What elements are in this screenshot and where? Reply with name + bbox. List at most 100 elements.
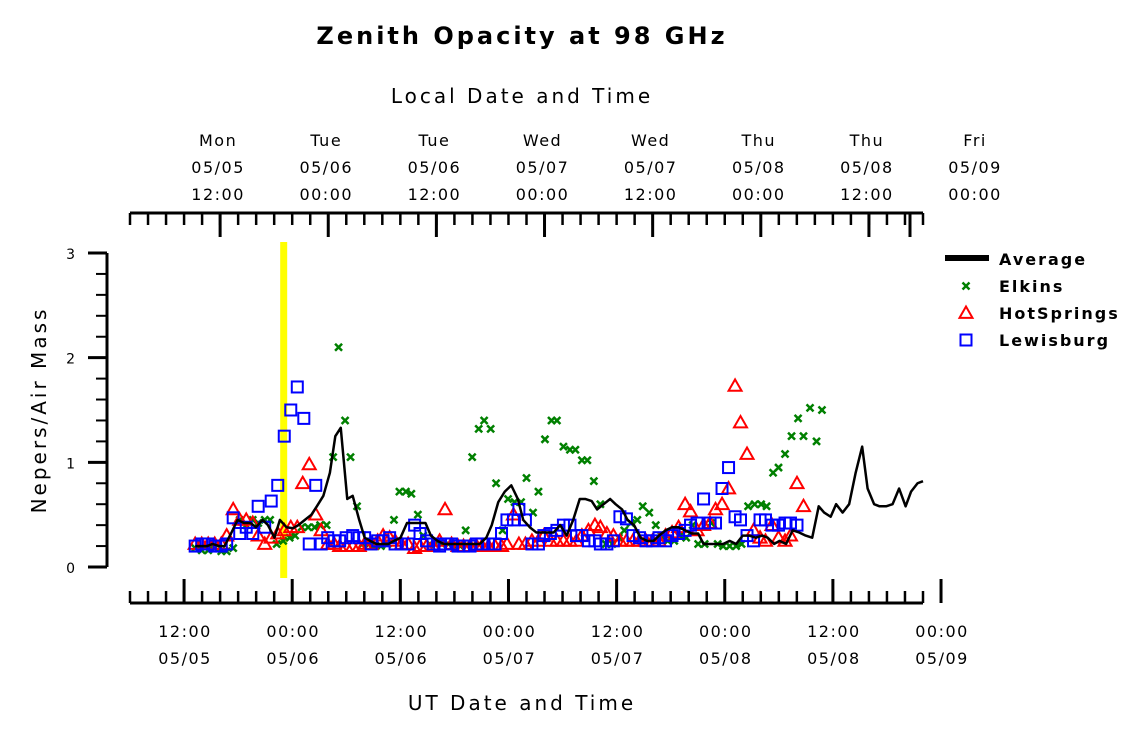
- bottom-tick-label: 00:00: [266, 622, 320, 641]
- point-elkins: [750, 499, 760, 509]
- point-lewisburg: [652, 531, 666, 545]
- elkins-x-stroke: [491, 478, 501, 488]
- bottom-tick-label: 12:00: [807, 622, 861, 641]
- y-tick-label: 0: [66, 561, 75, 577]
- elkins-x-stroke: [961, 281, 971, 291]
- top-tick-label: 00:00: [516, 185, 570, 204]
- elkins-x-stroke: [486, 424, 496, 434]
- point-elkins: [474, 424, 484, 434]
- point-elkins: [693, 539, 703, 549]
- bottom-tick-label: 05/06: [266, 649, 320, 668]
- point-elkins: [582, 455, 592, 465]
- elkins-x-stroke: [799, 431, 808, 441]
- top-tick-label: 12:00: [191, 185, 245, 204]
- point-elkins: [799, 431, 808, 441]
- elkins-x-stroke: [589, 476, 599, 486]
- elkins-x-stroke: [334, 342, 343, 352]
- point-hotsprings: [294, 474, 311, 490]
- point-lewisburg: [765, 518, 779, 532]
- point-hotsprings: [732, 414, 749, 429]
- point-lewisburg: [456, 539, 470, 553]
- point-elkins: [534, 487, 543, 497]
- series-average-line: [195, 426, 924, 548]
- point-elkins: [503, 494, 513, 504]
- elkins-x-stroke: [644, 508, 654, 517]
- point-elkins: [491, 478, 501, 488]
- elkins-x-stroke: [725, 541, 735, 551]
- point-elkins: [303, 522, 313, 532]
- point-elkins: [540, 434, 550, 444]
- elkins-x-stroke: [413, 510, 423, 520]
- x-axis-title: UT Date and Time: [408, 691, 636, 715]
- point-elkins: [774, 463, 783, 472]
- elkins-x-stroke: [780, 449, 790, 459]
- point-hotsprings: [301, 455, 318, 471]
- legend-swatch-average: [945, 255, 989, 261]
- y-axis-title: Nepers/Air Mass: [27, 307, 51, 514]
- point-lewisburg: [309, 478, 323, 492]
- elkins-x-stroke: [750, 499, 760, 509]
- elkins-x-stroke: [743, 501, 753, 511]
- top-tick-label: Fri: [963, 131, 987, 150]
- point-lewisburg: [690, 516, 704, 530]
- point-hotsprings: [695, 516, 712, 532]
- point-hotsprings: [249, 527, 267, 542]
- point-elkins: [725, 541, 735, 551]
- elkins-x-stroke: [285, 533, 295, 543]
- bottom-tick-label: 05/07: [591, 649, 645, 668]
- point-lewisburg: [195, 537, 209, 551]
- elkins-x-stroke: [774, 463, 783, 472]
- point-elkins: [762, 501, 771, 511]
- elkins-x-stroke: [346, 452, 355, 462]
- point-lewisburg: [734, 513, 748, 527]
- elkins-x-stroke: [395, 487, 404, 497]
- elkins-x-stroke: [389, 515, 399, 525]
- point-lewisburg: [665, 529, 679, 543]
- point-elkins: [395, 487, 404, 497]
- elkins-x-stroke: [638, 501, 648, 511]
- point-elkins: [290, 531, 300, 540]
- point-elkins: [406, 489, 416, 499]
- point-elkins: [522, 473, 531, 483]
- point-hotsprings: [517, 535, 534, 550]
- bottom-tick-label: 12:00: [591, 622, 645, 641]
- point-lewisburg: [226, 511, 240, 525]
- point-lewisburg: [220, 537, 234, 551]
- bottom-tick-label: 05/05: [158, 649, 212, 668]
- top-tick-label: 05/06: [408, 158, 462, 177]
- top-tick-label: 05/08: [732, 158, 786, 177]
- point-lewisburg: [500, 513, 514, 527]
- point-lewisburg: [488, 537, 502, 551]
- point-lewisburg: [481, 537, 495, 551]
- elkins-x-stroke: [787, 431, 796, 441]
- point-elkins: [346, 452, 355, 462]
- bottom-tick-label: 05/08: [807, 649, 861, 668]
- point-lewisburg: [251, 499, 265, 513]
- point-hotsprings: [713, 495, 731, 511]
- elkins-x-stroke: [303, 522, 313, 532]
- elkins-x-stroke: [793, 413, 803, 423]
- point-elkins: [651, 520, 661, 530]
- bottom-tick-label: 05/09: [915, 649, 969, 668]
- bottom-tick-label: 12:00: [375, 622, 429, 641]
- point-hotsprings: [350, 537, 368, 552]
- point-hotsprings: [406, 539, 423, 555]
- elkins-x-stroke: [582, 455, 592, 465]
- point-lewisburg: [333, 534, 347, 548]
- elkins-x-stroke: [401, 487, 411, 497]
- elkins-x-stroke: [522, 473, 531, 483]
- legend-label-average: Average: [999, 250, 1087, 269]
- point-lewisburg: [495, 527, 509, 541]
- point-lewisburg: [684, 518, 698, 532]
- point-elkins: [340, 416, 350, 425]
- point-lewisburg: [537, 529, 551, 543]
- elkins-x-stroke: [595, 499, 605, 509]
- top-tick-label: 00:00: [299, 185, 353, 204]
- point-elkins: [461, 525, 471, 535]
- legend-label-elkins: Elkins: [999, 277, 1064, 296]
- bottom-tick-label: 00:00: [483, 622, 537, 641]
- point-hotsprings: [312, 521, 330, 537]
- elkins-x-stroke: [467, 452, 477, 462]
- point-elkins: [401, 487, 411, 497]
